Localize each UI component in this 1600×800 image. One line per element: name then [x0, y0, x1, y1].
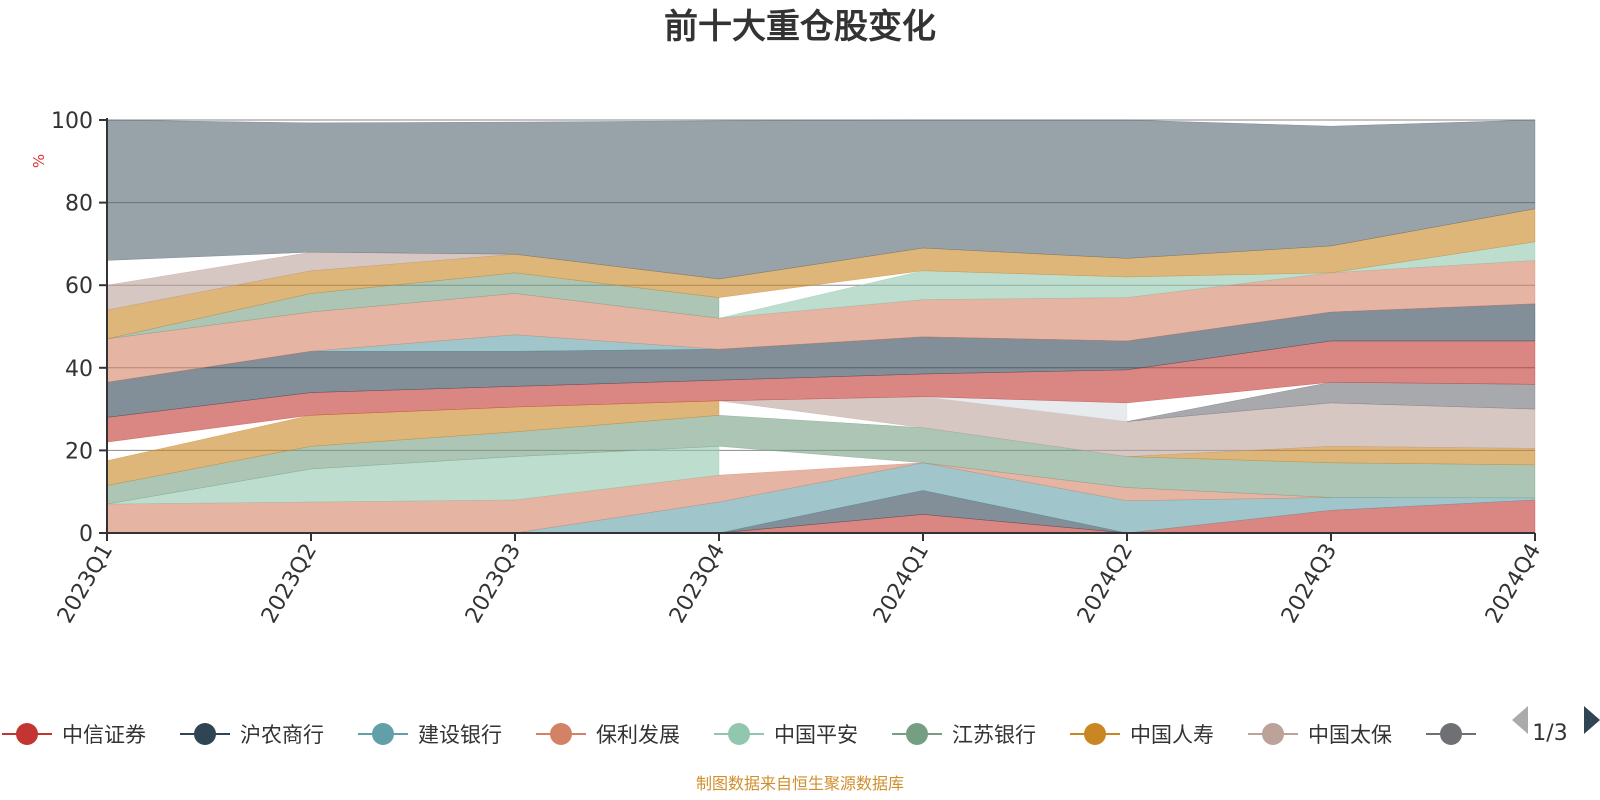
x-tick-label: 2023Q3	[461, 540, 526, 628]
y-tick-label: 0	[79, 522, 93, 547]
legend-label: 江苏银行	[952, 723, 1036, 747]
legend-marker-icon	[1440, 723, 1462, 745]
legend-item[interactable]: 中国人寿	[1070, 723, 1214, 747]
x-tick-label: 2023Q2	[257, 540, 322, 628]
legend[interactable]: 中信证券 沪农商行 建设银行 保利发展 中国平安 江苏银行 中国人寿 中国太保	[2, 723, 1476, 747]
area-layers	[106, 119, 1536, 534]
legend-marker-icon	[16, 723, 38, 745]
legend-prev-arrow-icon[interactable]	[1512, 706, 1528, 734]
legend-label: 建设银行	[418, 723, 502, 747]
legend-item[interactable]: 江苏银行	[892, 723, 1036, 747]
legend-marker-icon	[194, 723, 216, 745]
legend-label: 中国人寿	[1130, 723, 1214, 747]
legend-marker-icon	[728, 723, 750, 745]
legend-marker-icon	[906, 723, 928, 745]
legend-item[interactable]: 保利发展	[536, 723, 680, 747]
legend-item[interactable]: 建设银行	[358, 723, 502, 747]
legend-label: 沪农商行	[240, 723, 324, 747]
legend-item[interactable]: 中国平安	[714, 723, 858, 747]
x-tick-label: 2024Q3	[1277, 540, 1342, 628]
legend-item[interactable]: 沪农商行	[180, 723, 324, 747]
y-tick-label: 20	[65, 439, 93, 464]
legend-item[interactable]	[1426, 723, 1476, 745]
y-tick-label: 100	[51, 109, 93, 134]
legend-label: 中国平安	[774, 723, 858, 747]
x-tick-label: 2023Q4	[665, 540, 730, 628]
y-tick-label: 40	[65, 357, 93, 382]
area-band-招商银行	[1126, 382, 1536, 422]
y-tick-label: 60	[65, 274, 93, 299]
x-tick-label: 2023Q1	[53, 540, 118, 628]
legend-label: 中国太保	[1308, 723, 1392, 747]
legend-marker-icon	[372, 723, 394, 745]
y-unit-label: %	[30, 154, 48, 168]
legend-pager[interactable]: 1/3	[1512, 706, 1600, 746]
chart-title: 前十大重仓股变化	[664, 7, 936, 47]
x-tick-label: 2024Q1	[869, 540, 934, 628]
x-tick-label: 2024Q2	[1073, 540, 1138, 628]
legend-page-indicator: 1/3	[1532, 721, 1567, 746]
legend-marker-icon	[1084, 723, 1106, 745]
legend-marker-icon	[550, 723, 572, 745]
x-tick-label: 2024Q4	[1481, 540, 1546, 628]
legend-item[interactable]: 中信证券	[2, 723, 146, 747]
data-source-note: 制图数据来自恒生聚源数据库	[696, 774, 904, 793]
legend-label: 中信证券	[62, 723, 146, 747]
legend-item[interactable]: 中国太保	[1248, 723, 1392, 747]
legend-next-arrow-icon[interactable]	[1584, 706, 1600, 734]
legend-marker-icon	[1262, 723, 1284, 745]
y-tick-label: 80	[65, 192, 93, 217]
area-band-其他	[106, 119, 1536, 280]
legend-label: 保利发展	[596, 723, 680, 747]
